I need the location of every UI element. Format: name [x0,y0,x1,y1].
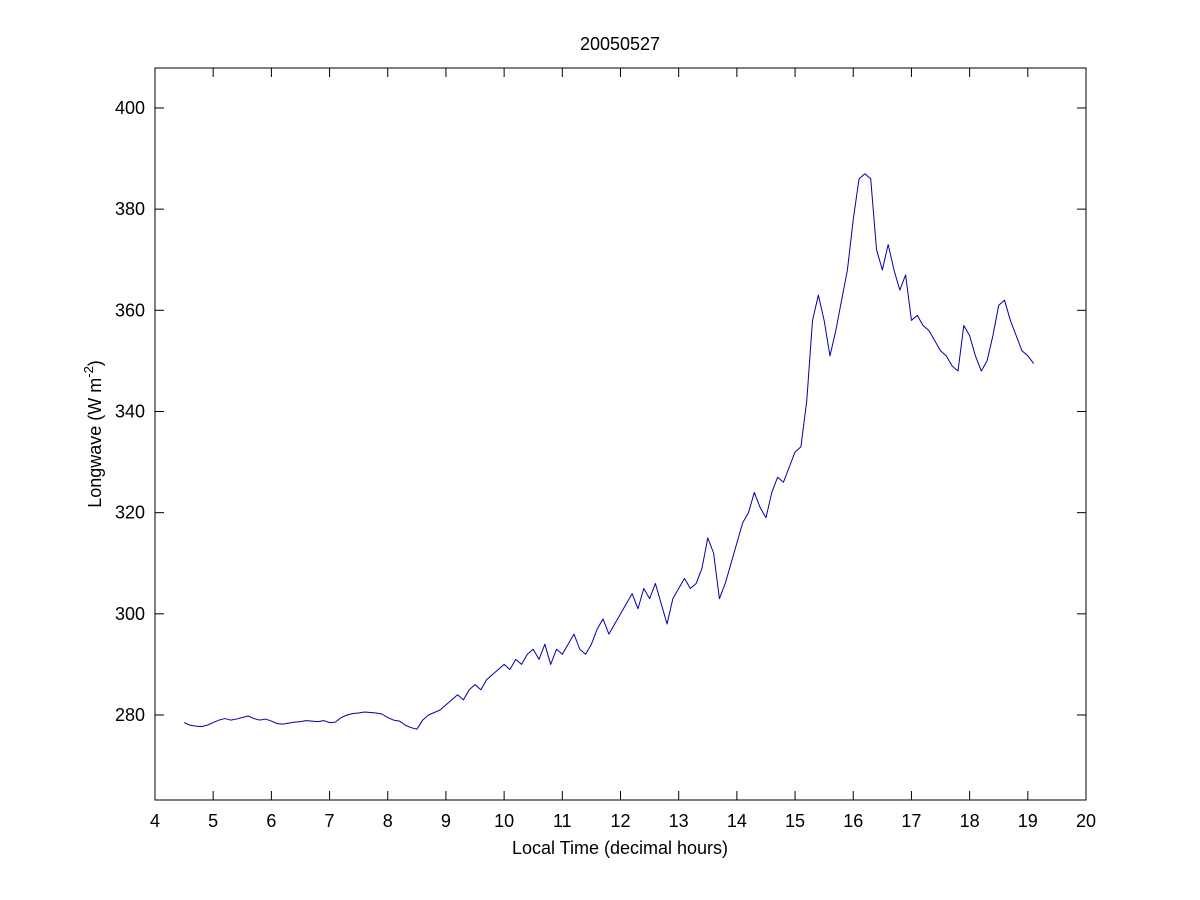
data-line [183,173,1035,730]
y-axis-label-suffix: ) [85,360,105,366]
x-tick-label: 4 [150,811,160,831]
x-tick-label: 7 [325,811,335,831]
y-tick-label: 320 [115,503,145,523]
x-tick-label: 5 [208,811,218,831]
y-axis-label-text: Longwave (W m [85,378,105,508]
x-axis-label: Local Time (decimal hours) [512,838,728,858]
y-tick-label: 340 [115,401,145,421]
y-tick-label: 360 [115,300,145,320]
y-tick-label: 400 [115,98,145,118]
x-tick-label: 18 [960,811,980,831]
x-tick-label: 11 [553,811,572,831]
x-tick-label: 14 [727,811,747,831]
x-tick-label: 12 [610,811,630,831]
x-tick-label: 19 [1018,811,1038,831]
x-tick-label: 16 [843,811,863,831]
chart-title: 20050527 [580,34,660,54]
y-tick-label: 380 [115,199,145,219]
x-tick-label: 6 [266,811,276,831]
x-tick-label: 15 [785,811,805,831]
x-tick-label: 20 [1076,811,1096,831]
y-tick-label: 280 [115,705,145,725]
x-tick-label: 10 [494,811,514,831]
x-tick-label: 13 [669,811,689,831]
x-tick-label: 8 [383,811,393,831]
y-axis-label: Longwave (W m-2) [81,360,105,508]
y-axis-label-sup: -2 [81,366,96,378]
x-tick-label: 9 [441,811,451,831]
x-tick-label: 17 [901,811,921,831]
y-tick-label: 300 [115,604,145,624]
